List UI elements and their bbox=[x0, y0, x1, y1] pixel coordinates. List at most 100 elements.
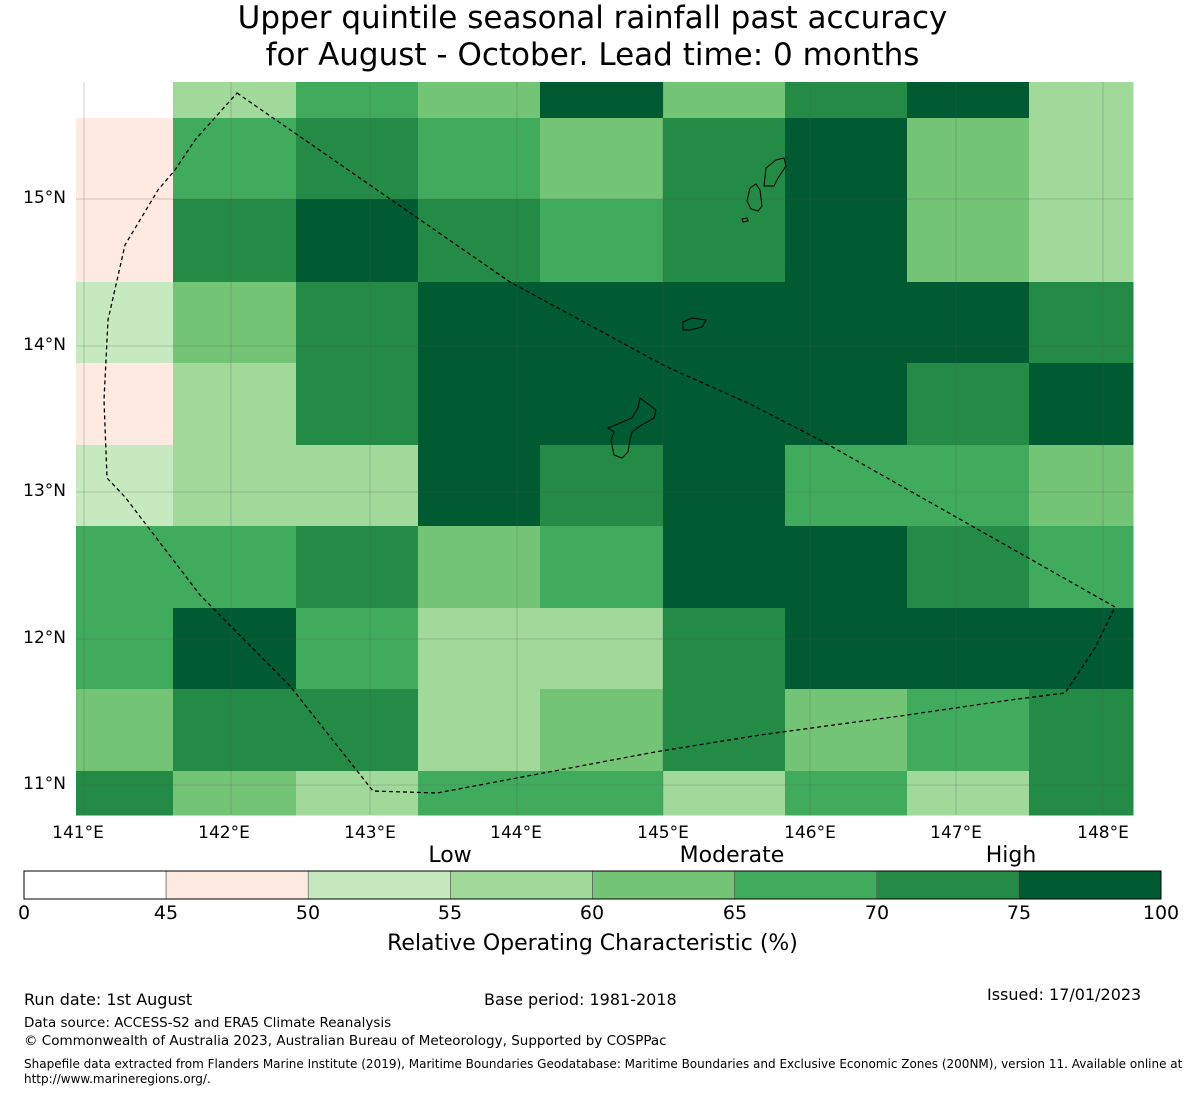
grid-cell-r9-c4 bbox=[540, 771, 664, 816]
island-tinian bbox=[746, 183, 763, 212]
grid-cell-r9-c7 bbox=[907, 771, 1030, 816]
grid-cell-r3-c0 bbox=[76, 282, 174, 364]
grid-cell-r3-c1 bbox=[173, 282, 297, 364]
grid-cell-r9-c8 bbox=[1029, 771, 1134, 816]
grid-cell-r0-c8 bbox=[1029, 82, 1134, 119]
colorbar-tick-0: 0 bbox=[17, 902, 31, 924]
grid-cell-r8-c7 bbox=[907, 689, 1030, 772]
grid-cell-r1-c1 bbox=[173, 118, 297, 200]
grid-cell-r0-c0 bbox=[76, 82, 174, 119]
grid-cell-r0-c7 bbox=[907, 82, 1030, 119]
grid-cell-r5-c3 bbox=[418, 445, 541, 527]
grid-cell-r3-c6 bbox=[785, 282, 908, 364]
grid-cell-r0-c6 bbox=[785, 82, 908, 119]
lon-label-146e: 146°E bbox=[784, 823, 836, 843]
colorbar-tick-70: 70 bbox=[864, 902, 890, 924]
grid-cell-r4-c7 bbox=[907, 363, 1030, 446]
grid-cell-r0-c3 bbox=[418, 82, 541, 119]
grid-cell-r5-c7 bbox=[907, 445, 1030, 527]
colorbar-tick-50: 50 bbox=[295, 902, 321, 924]
rainfall-grid bbox=[76, 82, 1134, 816]
grid-cell-r4-c4 bbox=[540, 363, 664, 446]
shapefile-note: Shapefile data extracted from Flanders M… bbox=[24, 1057, 1183, 1086]
grid-cell-r0-c2 bbox=[296, 82, 419, 119]
island-saipan bbox=[763, 157, 787, 187]
lon-label-144e: 144°E bbox=[490, 823, 542, 843]
grid-cell-r9-c3 bbox=[418, 771, 541, 816]
grid-cell-r8-c3 bbox=[418, 689, 541, 772]
lat-label-15n: 15°N bbox=[23, 188, 66, 208]
colorbar-segment-7 bbox=[1018, 870, 1162, 900]
grid-cell-r8-c2 bbox=[296, 689, 419, 772]
colorbar-segment-6 bbox=[876, 870, 1020, 900]
grid-cell-r9-c0 bbox=[76, 771, 174, 816]
grid-cell-r4-c3 bbox=[418, 363, 541, 446]
grid-cell-r7-c6 bbox=[785, 608, 908, 690]
category-moderate: Moderate bbox=[679, 843, 785, 868]
grid-cell-r3-c3 bbox=[418, 282, 541, 364]
grid-cell-r7-c0 bbox=[76, 608, 174, 690]
grid-cell-r5-c4 bbox=[540, 445, 664, 527]
grid-cell-r6-c5 bbox=[663, 526, 786, 609]
grid-cell-r2-c6 bbox=[785, 199, 908, 283]
colorbar bbox=[23, 870, 1162, 900]
grid-cell-r4-c6 bbox=[785, 363, 908, 446]
grid-cell-r5-c1 bbox=[173, 445, 297, 527]
grid-cell-r1-c3 bbox=[418, 118, 541, 200]
grid-cell-r2-c1 bbox=[173, 199, 297, 283]
run-date: Run date: 1st August bbox=[24, 990, 193, 1009]
lat-label-13n: 13°N bbox=[23, 481, 66, 501]
grid-cell-r6-c4 bbox=[540, 526, 664, 609]
grid-cell-r0-c5 bbox=[663, 82, 786, 119]
grid-cell-r5-c8 bbox=[1029, 445, 1134, 527]
grid-cell-r5-c0 bbox=[76, 445, 174, 527]
island-rota bbox=[682, 317, 707, 331]
grid-cell-r8-c8 bbox=[1029, 689, 1134, 772]
graticule bbox=[76, 82, 1133, 815]
colorbar-segment-2 bbox=[307, 870, 451, 900]
grid-cell-r4-c0 bbox=[76, 363, 174, 446]
grid-cell-r8-c0 bbox=[76, 689, 174, 772]
title-line-2: for August - October. Lead time: 0 month… bbox=[265, 37, 920, 73]
grid-cell-r7-c1 bbox=[173, 608, 297, 690]
colorbar-tick-100: 100 bbox=[1142, 902, 1180, 924]
category-low: Low bbox=[428, 843, 472, 868]
island-guam bbox=[606, 397, 657, 459]
grid-cell-r1-c6 bbox=[785, 118, 908, 200]
grid-cell-r2-c8 bbox=[1029, 199, 1134, 283]
island-aguijan bbox=[741, 217, 749, 223]
copyright: © Commonwealth of Australia 2023, Austra… bbox=[24, 1033, 667, 1049]
colorbar-tick-75: 75 bbox=[1006, 902, 1032, 924]
lon-label-145e: 145°E bbox=[637, 823, 689, 843]
grid-cell-r2-c2 bbox=[296, 199, 419, 283]
grid-cell-r4-c5 bbox=[663, 363, 786, 446]
colorbar-segment-0 bbox=[23, 870, 167, 900]
lat-label-12n: 12°N bbox=[23, 628, 66, 648]
lat-label-11n: 11°N bbox=[23, 774, 66, 794]
grid-cell-r7-c7 bbox=[907, 608, 1030, 690]
grid-cell-r1-c8 bbox=[1029, 118, 1134, 200]
colorbar-segment-3 bbox=[450, 870, 593, 900]
grid-cell-r9-c5 bbox=[663, 771, 786, 816]
grid-cell-r6-c7 bbox=[907, 526, 1030, 609]
grid-cell-r3-c4 bbox=[540, 282, 664, 364]
colorbar-segment-1 bbox=[165, 870, 309, 900]
colorbar-tick-55: 55 bbox=[437, 902, 463, 924]
grid-cell-r6-c2 bbox=[296, 526, 419, 609]
grid-cell-r4-c8 bbox=[1029, 363, 1134, 446]
grid-cell-r1-c2 bbox=[296, 118, 419, 200]
grid-cell-r3-c8 bbox=[1029, 282, 1134, 364]
eez-boundary bbox=[103, 92, 1116, 794]
grid-cell-r8-c5 bbox=[663, 689, 786, 772]
grid-cell-r2-c3 bbox=[418, 199, 541, 283]
colorbar-tick-60: 60 bbox=[579, 902, 605, 924]
category-high: High bbox=[985, 843, 1037, 868]
colorbar-segment-5 bbox=[734, 870, 878, 900]
grid-cell-r2-c7 bbox=[907, 199, 1030, 283]
lon-label-142e: 142°E bbox=[198, 823, 250, 843]
grid-cell-r8-c4 bbox=[540, 689, 664, 772]
colorbar-tick-45: 45 bbox=[153, 902, 179, 924]
grid-cell-r7-c8 bbox=[1029, 608, 1134, 690]
grid-cell-r0-c4 bbox=[540, 82, 664, 119]
